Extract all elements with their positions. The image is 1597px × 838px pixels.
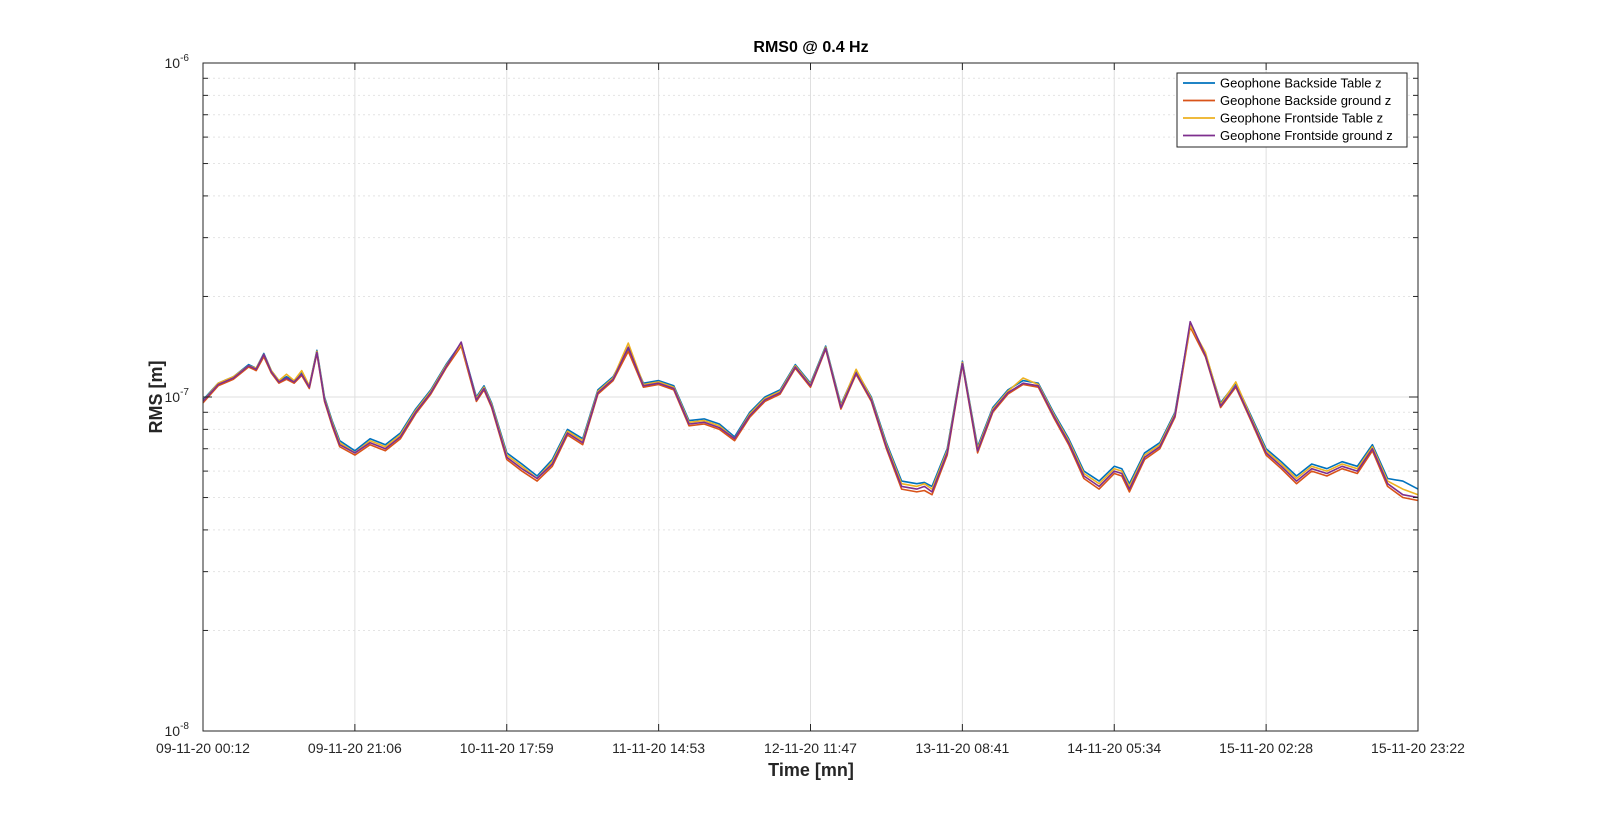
series-lines [202, 320, 1419, 502]
x-axis-title: Time [mn] [768, 760, 854, 780]
y-axis-title: RMS [m] [146, 361, 166, 434]
x-tick-label: 11-11-20 14:53 [612, 740, 705, 756]
x-tick-label: 09-11-20 21:06 [308, 740, 402, 756]
x-tick-label: 13-11-20 08:41 [915, 740, 1009, 756]
x-tick-label: 12-11-20 11:47 [764, 740, 857, 756]
legend-label-1: Geophone Backside Table z [1220, 76, 1382, 91]
legend-box [1176, 72, 1408, 148]
x-tick-label: 15-11-20 23:22 [1371, 740, 1465, 756]
legend-label-3: Geophone Frontside Table z [1220, 111, 1383, 126]
x-tick-label: 15-11-20 02:28 [1219, 740, 1313, 756]
series-line-4 [202, 320, 1419, 499]
x-tick-label: 14-11-20 05:34 [1067, 740, 1161, 756]
x-tick-label: 10-11-20 17:59 [460, 740, 554, 756]
x-tick-label: 09-11-20 00:12 [156, 740, 250, 756]
legend[interactable]: Geophone Backside Table z Geophone Backsi… [1176, 72, 1408, 148]
legend-label-2: Geophone Backside ground z [1220, 93, 1391, 108]
legend-label-4: Geophone Frontside ground z [1220, 128, 1393, 143]
x-axis-ticks: 09-11-20 00:12 09-11-20 21:06 10-11-20 17:… [156, 63, 1465, 756]
chart-title: RMS0 @ 0.4 Hz [753, 39, 868, 56]
